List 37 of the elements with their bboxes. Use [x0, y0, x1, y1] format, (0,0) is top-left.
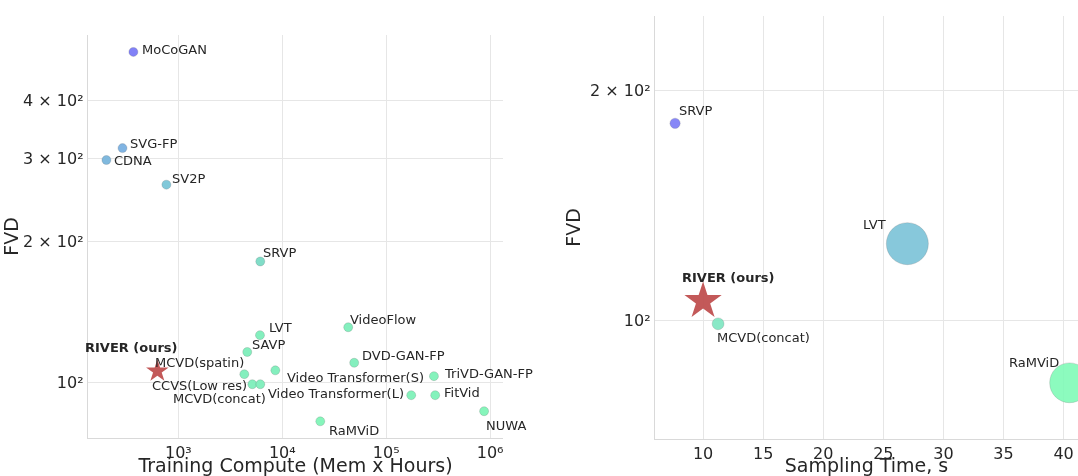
series-label: CDNA: [114, 153, 152, 168]
series-label: RaMViD: [1009, 355, 1060, 370]
series-label: TriVD-GAN-FP: [444, 366, 533, 381]
series-label: SRVP: [263, 245, 297, 260]
series-label: NUWA: [486, 418, 527, 433]
y-tick-label: 3 × 10²: [23, 149, 84, 169]
x-tick-label: 35: [993, 444, 1014, 464]
series-label: LVT: [863, 217, 886, 232]
series-label: RaMViD: [329, 423, 380, 438]
series-label: SRVP: [679, 103, 713, 118]
series-label: RIVER (ours): [85, 340, 178, 355]
series-label: MCVD(concat): [717, 330, 810, 345]
x-tick-label: 10⁶: [476, 443, 504, 463]
series-label: MoCoGAN: [142, 42, 207, 57]
series-label: CCVS(Low res): [152, 378, 248, 393]
series-label: Video Transformer(L): [268, 386, 404, 401]
series-label: LVT: [269, 320, 292, 335]
y-axis-title: FVD: [562, 208, 585, 247]
series-label: MCVD(concat): [173, 391, 266, 406]
series-label: FitVid: [444, 385, 480, 400]
series-label: SV2P: [172, 171, 206, 186]
series-label: MCVD(spatin): [155, 355, 245, 370]
series-label: VideoFlow: [350, 312, 417, 327]
x-tick-label: 10: [692, 444, 714, 464]
series-label: SAVP: [252, 337, 286, 352]
series-label: Video Transformer(S): [287, 370, 424, 385]
y-tick-label: 4 × 10²: [23, 90, 84, 110]
series-label: SVG-FP: [130, 136, 178, 151]
y-tick-label: 2 × 10²: [23, 231, 84, 251]
x-tick-label: 40: [1053, 444, 1074, 464]
y-tick-label: 2 × 10²: [590, 80, 651, 100]
series-label: RIVER (ours): [682, 270, 775, 285]
y-tick-label: 10²: [56, 372, 84, 392]
x-tick-label: 15: [752, 444, 774, 464]
series-label: DVD-GAN-FP: [362, 348, 445, 363]
y-axis-title: FVD: [0, 217, 22, 256]
y-tick-label: 10²: [623, 311, 651, 331]
